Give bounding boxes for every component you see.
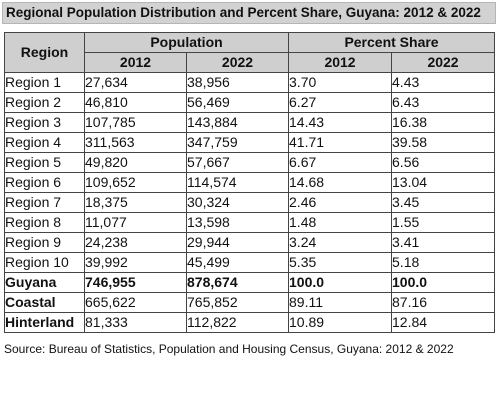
table-body: Region 1 27,634 38,956 3.70 4.43 Region 2 46,8… bbox=[4, 72, 496, 333]
region-name-cell: Region 1 bbox=[4, 72, 85, 93]
population-2022-cell: 13,598 bbox=[185, 212, 290, 233]
table-row: Region 9 24,238 29,944 3.24 3.41 bbox=[4, 232, 496, 253]
percent-2012-cell: 89.11 bbox=[288, 292, 393, 313]
population-year-2012-header: 2012 bbox=[84, 52, 187, 73]
percent-2022-cell: 13.04 bbox=[391, 172, 496, 193]
percent-2022-cell: 100.0 bbox=[391, 272, 496, 293]
population-2022-cell: 29,944 bbox=[185, 232, 290, 253]
region-name-cell: Hinterland bbox=[4, 312, 85, 333]
population-2022-cell: 57,667 bbox=[185, 152, 290, 173]
region-name-cell: Region 7 bbox=[4, 192, 85, 213]
table-row: Region 1 27,634 38,956 3.70 4.43 bbox=[4, 72, 496, 93]
population-2012-cell: 18,375 bbox=[84, 192, 187, 213]
percent-2012-cell: 3.70 bbox=[288, 72, 393, 93]
population-2012-cell: 49,820 bbox=[84, 152, 187, 173]
table-row: Region 3 107,785 143,884 14.43 16.38 bbox=[4, 112, 496, 133]
region-name-cell: Guyana bbox=[4, 272, 85, 293]
percent-share-column-header: Percent Share bbox=[288, 32, 496, 53]
percent-2022-cell: 87.16 bbox=[391, 292, 496, 313]
population-2022-cell: 347,759 bbox=[185, 132, 290, 153]
percent-2012-cell: 6.67 bbox=[288, 152, 393, 173]
region-name-cell: Region 9 bbox=[4, 232, 85, 253]
table-title: Regional Population Distribution and Per… bbox=[2, 2, 496, 24]
population-year-2022-header: 2022 bbox=[185, 52, 290, 73]
header-row-top: Region Population Percent Share bbox=[4, 32, 496, 73]
percent-2012-cell: 41.71 bbox=[288, 132, 393, 153]
population-2022-cell: 56,469 bbox=[185, 92, 290, 113]
population-2022-cell: 112,822 bbox=[185, 312, 290, 333]
region-name-cell: Coastal bbox=[4, 292, 85, 313]
percent-2022-cell: 4.43 bbox=[391, 72, 496, 93]
percent-2022-cell: 12.84 bbox=[391, 312, 496, 333]
population-2012-cell: 311,563 bbox=[84, 132, 187, 153]
population-2022-cell: 114,574 bbox=[185, 172, 290, 193]
region-name-cell: Region 3 bbox=[4, 112, 85, 133]
table-row: Region 5 49,820 57,667 6.67 6.56 bbox=[4, 152, 496, 173]
population-2022-cell: 45,499 bbox=[185, 252, 290, 273]
table-row: Region 6 109,652 114,574 14.68 13.04 bbox=[4, 172, 496, 193]
percent-2022-cell: 5.18 bbox=[391, 252, 496, 273]
table-row: Region 7 18,375 30,324 2.46 3.45 bbox=[4, 192, 496, 213]
population-2012-cell: 109,652 bbox=[84, 172, 187, 193]
percent-2012-cell: 1.48 bbox=[288, 212, 393, 233]
header-row-years: 2012 2022 2012 2022 bbox=[5, 52, 496, 73]
population-2022-cell: 30,324 bbox=[185, 192, 290, 213]
table-row: Region 4 311,563 347,759 41.71 39.58 bbox=[4, 132, 496, 153]
table-row: Guyana 746,955 878,674 100.0 100.0 bbox=[4, 272, 496, 293]
population-2012-cell: 107,785 bbox=[84, 112, 187, 133]
percent-2022-cell: 6.43 bbox=[391, 92, 496, 113]
percent-2012-cell: 3.24 bbox=[288, 232, 393, 253]
population-2012-cell: 665,622 bbox=[84, 292, 187, 313]
percent-2012-cell: 5.35 bbox=[288, 252, 393, 273]
source-note: Source: Bureau of Statistics, Population… bbox=[4, 342, 454, 356]
population-2022-cell: 143,884 bbox=[185, 112, 290, 133]
population-2012-cell: 746,955 bbox=[84, 272, 187, 293]
percent-year-2022-header: 2022 bbox=[391, 52, 496, 73]
table-row: Region 2 46,810 56,469 6.27 6.43 bbox=[4, 92, 496, 113]
population-2022-cell: 878,674 bbox=[185, 272, 290, 293]
percent-2022-cell: 1.55 bbox=[391, 212, 496, 233]
population-column-header: Population bbox=[83, 32, 290, 53]
table-row: Coastal 665,622 765,852 89.11 87.16 bbox=[4, 292, 496, 313]
region-name-cell: Region 8 bbox=[4, 212, 85, 233]
population-2012-cell: 39,992 bbox=[84, 252, 187, 273]
region-column-header: Region bbox=[4, 32, 85, 73]
percent-2022-cell: 39.58 bbox=[391, 132, 496, 153]
percent-2012-cell: 100.0 bbox=[288, 272, 393, 293]
percent-2012-cell: 2.46 bbox=[288, 192, 393, 213]
percent-2012-cell: 14.68 bbox=[288, 172, 393, 193]
percent-2022-cell: 3.45 bbox=[391, 192, 496, 213]
table-header: Region Population Percent Share 2012 202… bbox=[4, 32, 496, 73]
population-2022-cell: 765,852 bbox=[185, 292, 290, 313]
percent-2012-cell: 14.43 bbox=[288, 112, 393, 133]
percent-2012-cell: 6.27 bbox=[288, 92, 393, 113]
percent-2022-cell: 6.56 bbox=[391, 152, 496, 173]
region-name-cell: Region 2 bbox=[4, 92, 85, 113]
table-row: Region 10 39,992 45,499 5.35 5.18 bbox=[4, 252, 496, 273]
population-2022-cell: 38,956 bbox=[185, 72, 290, 93]
population-2012-cell: 46,810 bbox=[84, 92, 187, 113]
population-2012-cell: 24,238 bbox=[84, 232, 187, 253]
population-2012-cell: 81,333 bbox=[84, 312, 187, 333]
percent-2022-cell: 16.38 bbox=[391, 112, 496, 133]
region-name-cell: Region 6 bbox=[4, 172, 85, 193]
population-table: Region Population Percent Share 2012 202… bbox=[4, 32, 496, 333]
percent-2012-cell: 10.89 bbox=[288, 312, 393, 333]
population-2012-cell: 11,077 bbox=[84, 212, 187, 233]
percent-year-2012-header: 2012 bbox=[288, 52, 393, 73]
table-row: Region 8 11,077 13,598 1.48 1.55 bbox=[4, 212, 496, 233]
table-row: Hinterland 81,333 112,822 10.89 12.84 bbox=[4, 312, 496, 333]
percent-2022-cell: 3.41 bbox=[391, 232, 496, 253]
region-name-cell: Region 10 bbox=[4, 252, 85, 273]
region-name-cell: Region 5 bbox=[4, 152, 85, 173]
population-2012-cell: 27,634 bbox=[84, 72, 187, 93]
region-name-cell: Region 4 bbox=[4, 132, 85, 153]
